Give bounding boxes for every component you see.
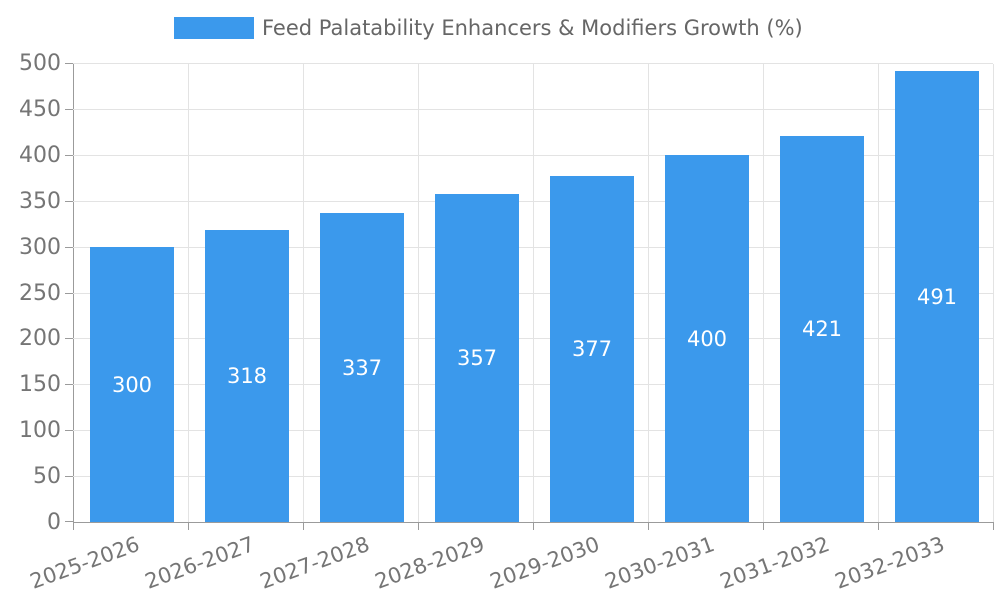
gridline-vertical [303, 64, 304, 522]
gridline-horizontal [66, 108, 993, 110]
bar-value-label: 377 [571, 337, 613, 361]
y-tick-label: 300 [19, 234, 61, 260]
bar[interactable]: 357 [435, 194, 519, 522]
x-axis-tick [418, 522, 419, 530]
y-axis-tick [65, 338, 73, 340]
bar-value-label: 491 [916, 284, 958, 309]
y-axis-tick [65, 476, 73, 478]
y-tick-label: 500 [19, 51, 61, 76]
y-axis-tick [65, 430, 73, 432]
bar-value-label: 357 [456, 346, 498, 370]
y-axis-tick [65, 246, 73, 248]
bar[interactable]: 318 [205, 230, 289, 522]
y-tick-label: 50 [33, 464, 61, 490]
gridline-vertical [418, 64, 419, 522]
bar[interactable]: 400 [665, 155, 749, 522]
y-tick-label: 450 [19, 96, 61, 122]
gridline-horizontal [66, 292, 993, 294]
chart-legend[interactable]: Feed Palatability Enhancers & Modifiers … [174, 16, 803, 40]
bar[interactable]: 300 [90, 247, 174, 522]
y-tick-label: 0 [47, 510, 61, 535]
gridline-horizontal [66, 200, 993, 202]
x-axis-tick [73, 522, 74, 530]
x-axis-tick [763, 522, 764, 530]
gridline-horizontal [66, 338, 993, 340]
x-tick-label: 2032-2033 [831, 532, 948, 594]
gridline-vertical [993, 64, 994, 522]
gridline-horizontal [66, 476, 993, 478]
gridline-vertical [188, 64, 189, 522]
y-tick-label: 350 [19, 188, 61, 214]
bar[interactable]: 337 [320, 213, 404, 522]
x-tick-label: 2030-2031 [601, 532, 718, 594]
y-axis-tick [65, 384, 73, 386]
x-axis-labels: 2025-2026 2026-2027 2027-2028 2028-2029 2029… [26, 523, 993, 600]
x-tick-label: 2028-2029 [371, 532, 488, 594]
gridline-horizontal [66, 384, 993, 386]
x-axis-tick [993, 522, 994, 530]
y-tick-label: 200 [19, 326, 61, 352]
y-tick-label: 100 [19, 418, 61, 444]
bar-value-label: 400 [686, 326, 728, 351]
y-tick-label: 400 [19, 142, 61, 168]
bar[interactable]: 491 [895, 71, 979, 522]
legend-label: Feed Palatability Enhancers & Modifiers … [262, 16, 803, 40]
y-axis-labels: 0 50 100 150 200 250 300 350 400 450 500 [0, 52, 61, 535]
plot-area: 300 318 337 357 377 400 421 491 [65, 63, 994, 530]
x-tick-label: 2027-2028 [256, 532, 373, 594]
gridline-horizontal [66, 430, 993, 432]
gridline-vertical [533, 64, 534, 522]
bar[interactable]: 377 [550, 176, 634, 522]
y-axis-tick [65, 521, 73, 522]
y-axis-tick [65, 154, 73, 156]
y-tick-label: 150 [19, 372, 61, 398]
legend-swatch-icon [174, 17, 254, 39]
bar-value-label: 337 [341, 355, 383, 380]
gridline-horizontal [66, 63, 993, 64]
y-axis-tick [65, 108, 73, 110]
bar-value-label: 318 [226, 364, 268, 388]
x-tick-label: 2031-2032 [716, 532, 833, 594]
y-axis-tick [65, 200, 73, 202]
bar-value-label: 421 [801, 317, 843, 341]
x-axis-tick [533, 522, 534, 530]
gridline-vertical [763, 64, 764, 522]
x-axis-tick [648, 522, 649, 530]
y-axis-tick [65, 292, 73, 294]
gridline-vertical [878, 64, 879, 522]
x-axis-tick [878, 522, 879, 530]
x-tick-label: 2029-2030 [486, 532, 603, 594]
gridline-vertical [648, 64, 649, 522]
x-axis-tick [303, 522, 304, 530]
x-axis-tick [188, 522, 189, 530]
x-tick-label: 2026-2027 [141, 532, 258, 594]
bar-value-label: 300 [111, 372, 153, 397]
bar[interactable]: 421 [780, 136, 864, 522]
y-axis-tick [65, 63, 73, 64]
y-tick-label: 250 [19, 280, 61, 306]
gridline-horizontal [66, 246, 993, 248]
gridline-horizontal [66, 154, 993, 156]
x-tick-label: 2025-2026 [26, 532, 143, 594]
